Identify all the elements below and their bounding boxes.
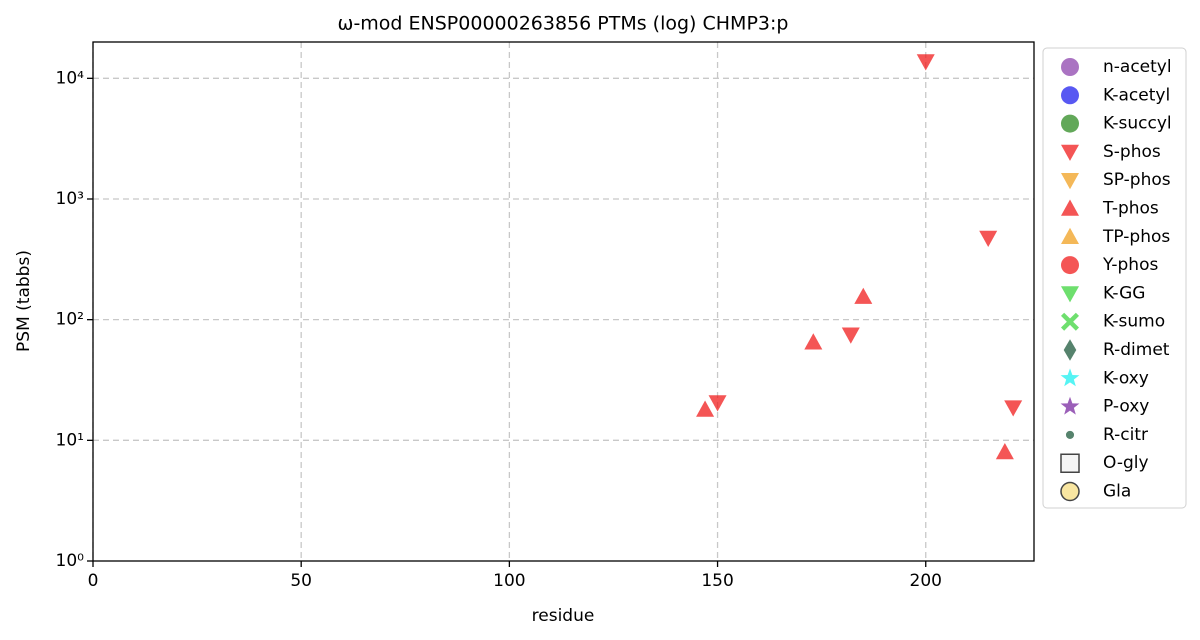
legend-label: K-GG [1103, 283, 1145, 303]
data-point [916, 54, 935, 71]
legend-marker [1060, 396, 1080, 415]
legend-label: Y-phos [1102, 255, 1158, 275]
plot-frame [92, 41, 1035, 562]
legend-marker [1060, 368, 1080, 387]
legend-label: TP-phos [1102, 227, 1170, 247]
data-point [1004, 400, 1023, 417]
legend-marker [1061, 58, 1079, 76]
legend-marker [1065, 430, 1075, 439]
data-point [841, 327, 860, 344]
legend-label: O-gly [1103, 453, 1149, 473]
legend-marker [1061, 144, 1079, 161]
data-point [979, 230, 998, 248]
legend-label: K-succyl [1103, 114, 1172, 134]
legend-label: R-dimet [1103, 340, 1170, 360]
legend-label: SP-phos [1103, 170, 1171, 190]
legend-marker [1060, 481, 1080, 502]
legend-label: P-oxy [1103, 397, 1149, 417]
x-tick-label: 100 [493, 571, 525, 591]
x-tick-label: 150 [701, 571, 733, 591]
legend-marker [1061, 286, 1079, 303]
plot-marks [696, 54, 1023, 460]
legend-marker [1060, 453, 1080, 473]
chart-title: ω-mod ENSP00000263856 PTMs (log) CHMP3:p [338, 13, 789, 35]
legend-box [1042, 47, 1187, 509]
y-tick-label: 10¹ [56, 430, 84, 450]
legend-marker [1061, 86, 1079, 105]
grid [92, 42, 1034, 561]
x-axis-label: residue [532, 606, 595, 626]
data-point [854, 287, 873, 304]
legend-marker [1061, 199, 1079, 216]
legend-label: n-acetyl [1103, 57, 1172, 77]
legend-label: R-citr [1103, 425, 1148, 445]
y-tick-label: 10² [56, 310, 84, 330]
data-point [696, 400, 715, 417]
legend-label: K-acetyl [1103, 85, 1170, 105]
legend-label: S-phos [1103, 142, 1161, 162]
x-tick-label: 200 [910, 571, 942, 591]
data-point [708, 395, 727, 412]
y-tick-label: 10⁰ [56, 551, 85, 571]
legend-marker [1061, 227, 1079, 244]
y-tick-label: 10³ [56, 189, 84, 209]
x-tick-label: 0 [88, 571, 99, 591]
legend-marker [1061, 312, 1079, 331]
data-point [995, 443, 1014, 460]
legend-marker [1061, 114, 1079, 133]
legend-label: T-phos [1102, 199, 1159, 219]
data-point [804, 333, 823, 350]
legend-marker [1061, 173, 1079, 190]
legend-marker [1061, 256, 1079, 275]
legend-label: K-sumo [1103, 312, 1165, 332]
legend-label: K-oxy [1103, 368, 1149, 388]
legend-marker [1063, 339, 1077, 361]
x-tick-label: 50 [290, 571, 312, 591]
legend-label: Gla [1103, 482, 1131, 502]
y-axis-label: PSM (tabbs) [14, 250, 34, 352]
legend: n-acetyl K-acetyl K-succyl S-phos SP-phos T-p… [1060, 57, 1172, 502]
y-tick-label: 10⁴ [56, 68, 85, 88]
